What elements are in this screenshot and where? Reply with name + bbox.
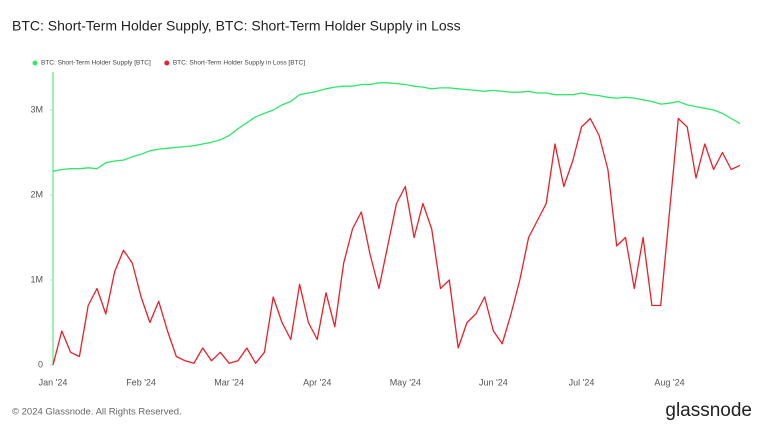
- legend-label: BTC: Short-Term Holder Supply [BTC]: [41, 60, 151, 67]
- legend-marker: [32, 60, 38, 66]
- x-tick-label: Apr '24: [303, 377, 331, 387]
- y-tick-label: 3M: [30, 104, 43, 114]
- series-line: [52, 117, 741, 366]
- legend-marker: [164, 60, 170, 66]
- copyright: © 2024 Glassnode. All Rights Reserved.: [12, 407, 182, 418]
- chart-title: BTC: Short-Term Holder Supply, BTC: Shor…: [12, 18, 461, 34]
- y-tick-label: 2M: [30, 189, 43, 199]
- x-tick-label: Aug '24: [654, 377, 684, 387]
- x-tick-label: Feb '24: [126, 377, 156, 387]
- x-tick-label: Jun '24: [479, 377, 508, 387]
- series-line: [52, 82, 741, 172]
- brand: glassnode: [665, 400, 752, 421]
- y-tick-label: 0: [38, 359, 43, 369]
- legend-label: BTC: Short-Term Holder Supply in Loss [B…: [173, 60, 305, 67]
- x-tick-label: Jul '24: [569, 377, 595, 387]
- y-tick-label: 1M: [30, 274, 43, 284]
- x-tick-label: May '24: [390, 377, 421, 387]
- x-tick-label: Jan '24: [39, 377, 68, 387]
- x-tick-label: Mar '24: [214, 377, 244, 387]
